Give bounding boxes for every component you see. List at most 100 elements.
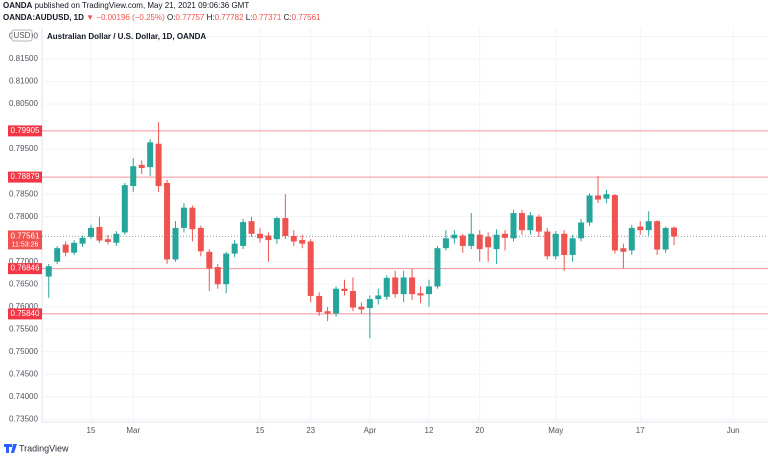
candle-body: [316, 295, 323, 313]
x-tick-label: 20: [475, 426, 484, 435]
candle-body: [265, 235, 272, 241]
candle-body: [502, 233, 509, 238]
y-tick-label: 0.75000: [9, 347, 38, 356]
candle-body: [578, 222, 585, 239]
candle-body: [45, 266, 52, 277]
candle-body: [442, 238, 449, 249]
candle-body: [273, 218, 280, 240]
x-tick-label: Jun: [727, 426, 740, 435]
candle-body: [434, 248, 441, 287]
y-tick-label: 0.73500: [9, 414, 38, 423]
candle-body: [214, 267, 221, 285]
candle-body: [637, 226, 644, 231]
ohlc-label: L:: [246, 13, 253, 22]
x-tick-label: 17: [636, 426, 645, 435]
level-label: 0.76846: [11, 264, 40, 273]
candle-body: [569, 238, 576, 255]
ohlc-value: 0.77782: [215, 13, 244, 22]
candle-body: [180, 207, 187, 228]
candle-body: [197, 227, 204, 252]
candle-body: [248, 221, 255, 234]
candle-body: [62, 244, 69, 253]
level-label: 0.79905: [11, 126, 40, 135]
y-tick-label: 0.81500: [9, 54, 38, 63]
candle-body: [392, 277, 399, 295]
level-label-box: [8, 125, 42, 137]
candle-body: [426, 286, 432, 295]
candle-body: [645, 221, 652, 231]
candle-body: [544, 231, 551, 257]
candle-body: [595, 195, 601, 200]
y-tick-label: 0.79500: [9, 144, 38, 153]
symbol: OANDA:AUDUSD, 1D: [3, 13, 84, 22]
x-tick-label: 15: [87, 426, 96, 435]
candle-body: [324, 311, 331, 314]
candle-body: [603, 194, 610, 199]
candle-body: [485, 236, 492, 248]
ohlc-value: 0.77561: [292, 13, 321, 22]
y-tick-label: 0.74500: [9, 369, 38, 378]
candle-body: [671, 227, 678, 237]
candle-body: [121, 185, 128, 233]
level-label-box: [8, 308, 42, 320]
candle-body: [654, 221, 661, 250]
candle-body: [476, 234, 483, 250]
y-tick-label: 0.76000: [9, 302, 38, 311]
candle-body: [257, 233, 263, 239]
candle-body: [240, 222, 247, 246]
candle-body: [611, 195, 618, 251]
last-price-box: [8, 230, 42, 250]
y-tick-label: 0.77000: [9, 257, 38, 266]
level-label: 0.78879: [11, 172, 40, 181]
candle-body: [96, 227, 103, 241]
candle-body: [586, 195, 593, 223]
ohlc-value: 0.77371: [252, 13, 281, 22]
candle-body: [459, 235, 466, 246]
candle-body: [366, 299, 373, 309]
candle-body: [290, 236, 297, 242]
candle-body: [493, 234, 500, 250]
candle-body: [409, 277, 416, 295]
candle-body: [527, 215, 534, 231]
candle-body: [383, 277, 390, 297]
published: published on TradingView.com, May 21, 20…: [35, 1, 250, 10]
candle-body: [164, 182, 171, 260]
candle-body: [231, 243, 238, 254]
candle-body: [333, 288, 340, 314]
candle-body: [341, 288, 348, 291]
x-tick-label: 23: [306, 426, 315, 435]
y-tick-label: 0.78500: [9, 189, 38, 198]
candle-body: [147, 142, 154, 168]
candle-body: [400, 277, 407, 295]
level-label: 0.75840: [11, 309, 40, 318]
y-tick-label: 0.76500: [9, 279, 38, 288]
y-tick-label: 0.75500: [9, 324, 38, 333]
y-tick-label: 0.74000: [9, 392, 38, 401]
candle-body: [79, 237, 86, 244]
labels: 0.79905 0.78879 0.76846 0.75840 0.7756111:53…: [8, 125, 42, 320]
candle-body: [54, 248, 61, 262]
candle-body: [104, 239, 111, 242]
candle-body: [307, 241, 314, 296]
candle-body: [138, 164, 145, 169]
ohlc-label: C:: [284, 13, 292, 22]
candle-body: [468, 233, 475, 246]
currency-box: [11, 29, 33, 42]
x-tick-label: Apr: [364, 426, 377, 435]
candle-body: [299, 240, 306, 244]
currency: USD: [14, 31, 31, 40]
y-tick-label: 0.78000: [9, 212, 38, 221]
y-tick-label: 0.81000: [9, 77, 38, 86]
header-line: OANDA:AUDUSD, 1D ▼ −0.00196 (−0.25%) O:0…: [3, 13, 321, 22]
chart-title: Australian Dollar / U.S. Dollar, 1D, OAN…: [47, 32, 206, 41]
candle-body: [88, 227, 94, 237]
ohlc-label: O:: [167, 13, 175, 22]
level-label-box: [8, 263, 42, 275]
candle-body: [451, 234, 458, 239]
candle-body: [223, 253, 230, 285]
ohlc-label: H:: [207, 13, 215, 22]
candle-body: [620, 248, 627, 252]
candle-body: [417, 293, 424, 296]
candle-body: [189, 207, 196, 230]
